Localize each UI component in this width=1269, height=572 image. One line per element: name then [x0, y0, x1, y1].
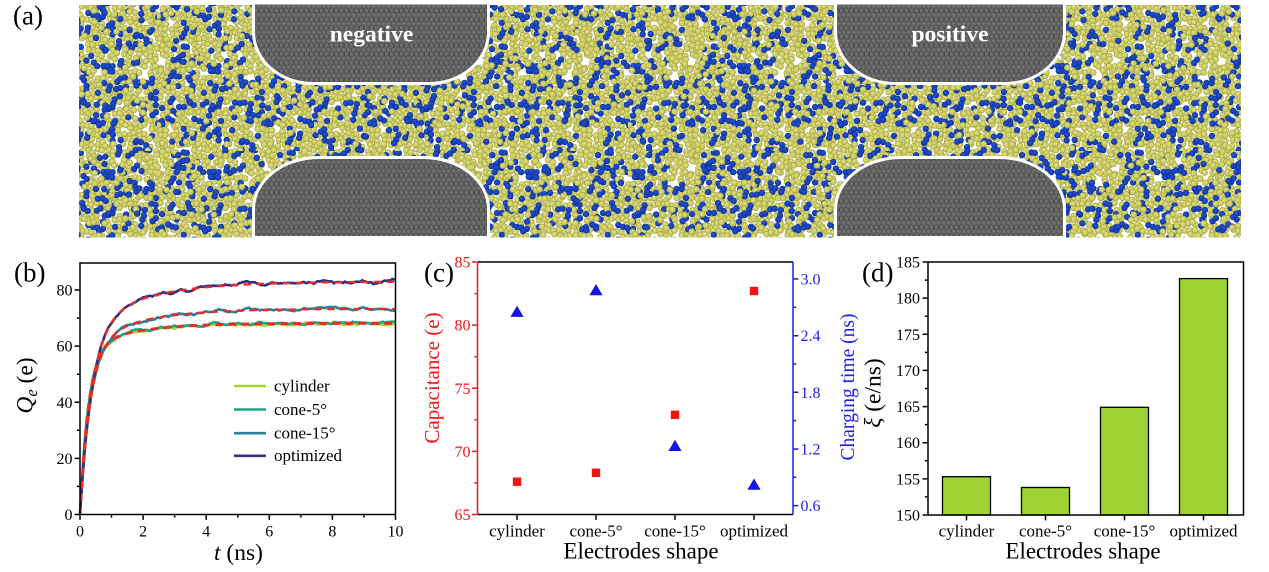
svg-text:Electrodes shape: Electrodes shape [1005, 539, 1160, 564]
svg-text:Capacitance (e): Capacitance (e) [420, 312, 444, 443]
svg-text:40: 40 [57, 395, 73, 412]
svg-text:150: 150 [896, 508, 920, 525]
svg-text:8: 8 [328, 524, 336, 541]
svg-text:Charging time (ns): Charging time (ns) [838, 314, 859, 461]
svg-text:1.2: 1.2 [801, 442, 821, 459]
svg-text:185: 185 [896, 255, 920, 272]
svg-text:cylinder: cylinder [939, 522, 995, 541]
svg-text:2: 2 [139, 524, 147, 541]
svg-text:0: 0 [76, 524, 84, 541]
svg-text:optimized: optimized [274, 446, 342, 465]
svg-text:cone-15°: cone-15° [644, 522, 706, 541]
svg-text:1.8: 1.8 [801, 385, 821, 402]
svg-text:positive: positive [911, 22, 988, 48]
svg-text:170: 170 [896, 363, 920, 380]
svg-text:180: 180 [896, 291, 920, 308]
svg-text:cone-5°: cone-5° [274, 400, 327, 419]
svg-text:165: 165 [896, 399, 920, 416]
svg-text:(d): (d) [862, 258, 893, 288]
svg-text:ξ (e/ns): ξ (e/ns) [861, 358, 887, 427]
svg-text:optimized: optimized [1170, 522, 1238, 541]
svg-text:160: 160 [896, 435, 920, 452]
svg-text:cone-15°: cone-15° [1094, 522, 1156, 541]
svg-text:cone-15°: cone-15° [274, 424, 336, 443]
svg-text:80: 80 [57, 283, 73, 300]
svg-text:2.4: 2.4 [801, 328, 821, 345]
svg-text:10: 10 [388, 524, 404, 541]
svg-text:80: 80 [455, 318, 471, 335]
svg-text:cone-5°: cone-5° [569, 522, 622, 541]
svg-text:optimized: optimized [720, 522, 788, 541]
svg-text:cylinder: cylinder [274, 376, 330, 395]
svg-text:6: 6 [265, 524, 273, 541]
svg-text:cone-5°: cone-5° [1019, 522, 1072, 541]
svg-text:4: 4 [202, 524, 210, 541]
svg-text:Qe (e): Qe (e) [13, 357, 42, 413]
svg-text:(c): (c) [424, 258, 454, 288]
svg-text:65: 65 [455, 507, 471, 524]
svg-text:3.0: 3.0 [801, 272, 821, 289]
svg-text:negative: negative [330, 22, 414, 48]
svg-text:(b): (b) [14, 258, 45, 288]
svg-text:0: 0 [65, 507, 73, 524]
svg-text:70: 70 [455, 444, 471, 461]
svg-text:0.6: 0.6 [801, 498, 821, 515]
svg-text:20: 20 [57, 451, 73, 468]
svg-text:t (ns): t (ns) [214, 540, 263, 566]
svg-text:175: 175 [896, 327, 920, 344]
svg-text:75: 75 [455, 381, 471, 398]
svg-text:Electrodes shape: Electrodes shape [563, 539, 718, 564]
svg-text:cylinder: cylinder [489, 522, 545, 541]
svg-text:155: 155 [896, 471, 920, 488]
svg-text:60: 60 [57, 339, 73, 356]
svg-text:85: 85 [455, 255, 471, 272]
svg-text:(a): (a) [13, 1, 43, 31]
